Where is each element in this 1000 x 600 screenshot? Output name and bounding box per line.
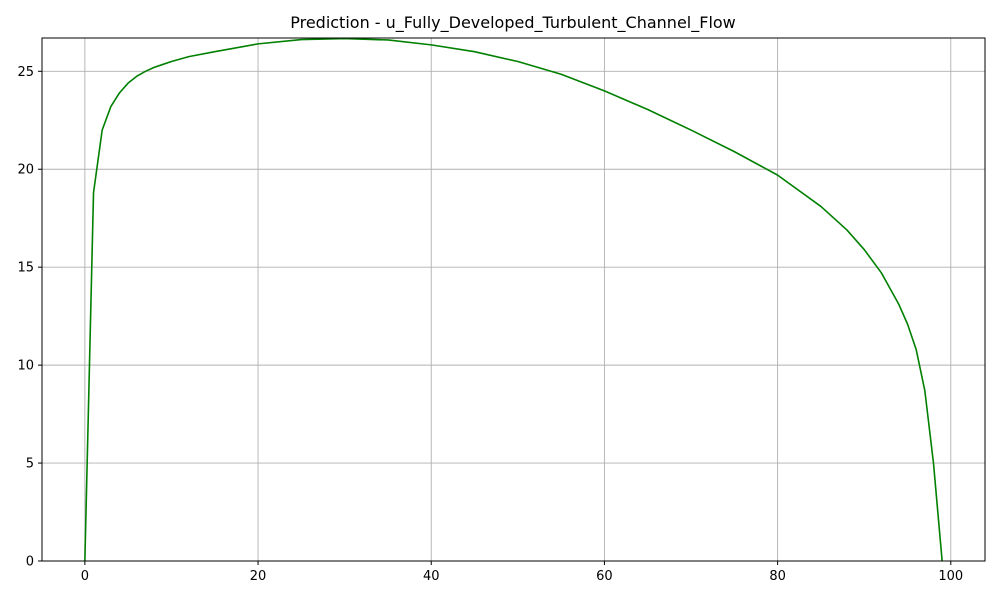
axis-ticks: 0 20 40 60 80 100 0 5 10 15 20 25 [17,65,963,584]
series-line [84,37,943,562]
x-tick-label: 0 [81,569,89,584]
y-tick-label: 20 [17,163,34,178]
series-layer [84,37,943,562]
y-tick-label: 25 [17,65,34,80]
y-tick-label: 15 [17,261,34,276]
x-tick-label: 80 [769,569,786,584]
plot-area-frame [41,37,986,562]
y-tick-label: 0 [26,555,34,570]
y-tick-label: 10 [17,359,34,374]
x-tick-label: 100 [938,569,963,584]
x-tick-label: 40 [423,569,440,584]
grid [42,38,985,562]
x-tick-label: 20 [250,569,267,584]
x-tick-label: 60 [596,569,613,584]
chart-title: Prediction - u_Fully_Developed_Turbulent… [290,13,736,33]
y-tick-label: 5 [26,457,34,472]
